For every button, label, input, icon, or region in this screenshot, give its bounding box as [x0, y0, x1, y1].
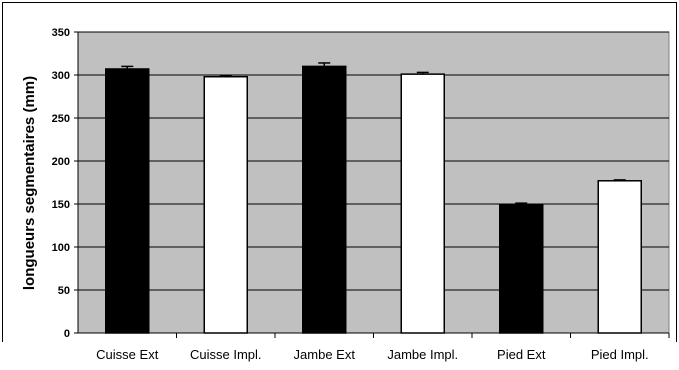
gridlines [78, 31, 669, 291]
bar [203, 75, 248, 334]
y-tick-label: 50 [58, 285, 70, 297]
chart-frame [2, 2, 677, 342]
bar [597, 180, 642, 334]
x-axis-categories: Cuisse Ext Cuisse Impl. Jambe Ext Jambe Imp… [96, 333, 670, 362]
y-tick-label: 0 [64, 328, 70, 340]
x-category-label: Jambe Ext [294, 347, 356, 362]
bar [302, 65, 347, 334]
x-category-label: Cuisse Impl. [190, 347, 262, 362]
y-tick-label: 200 [52, 156, 70, 168]
bars [105, 62, 642, 334]
y-tick-label: 150 [52, 199, 70, 211]
y-tick-label: 100 [52, 242, 70, 254]
plot-area [77, 31, 670, 334]
y-axis-ticks: 0 50 100 150 200 250 300 350 [52, 27, 78, 340]
x-category-label: Cuisse Ext [96, 347, 159, 362]
bar [105, 68, 150, 334]
x-category-label: Jambe Impl. [387, 347, 458, 362]
x-category-label: Pied Ext [497, 347, 546, 362]
y-tick-label: 250 [52, 113, 70, 125]
y-tick-label: 350 [52, 27, 70, 39]
x-category-label: Pied Impl. [591, 347, 649, 362]
y-tick-label: 300 [52, 70, 70, 82]
bar [400, 73, 445, 334]
bar [499, 204, 544, 334]
y-axis-label: longueurs segmentaires (mm) [21, 76, 38, 290]
